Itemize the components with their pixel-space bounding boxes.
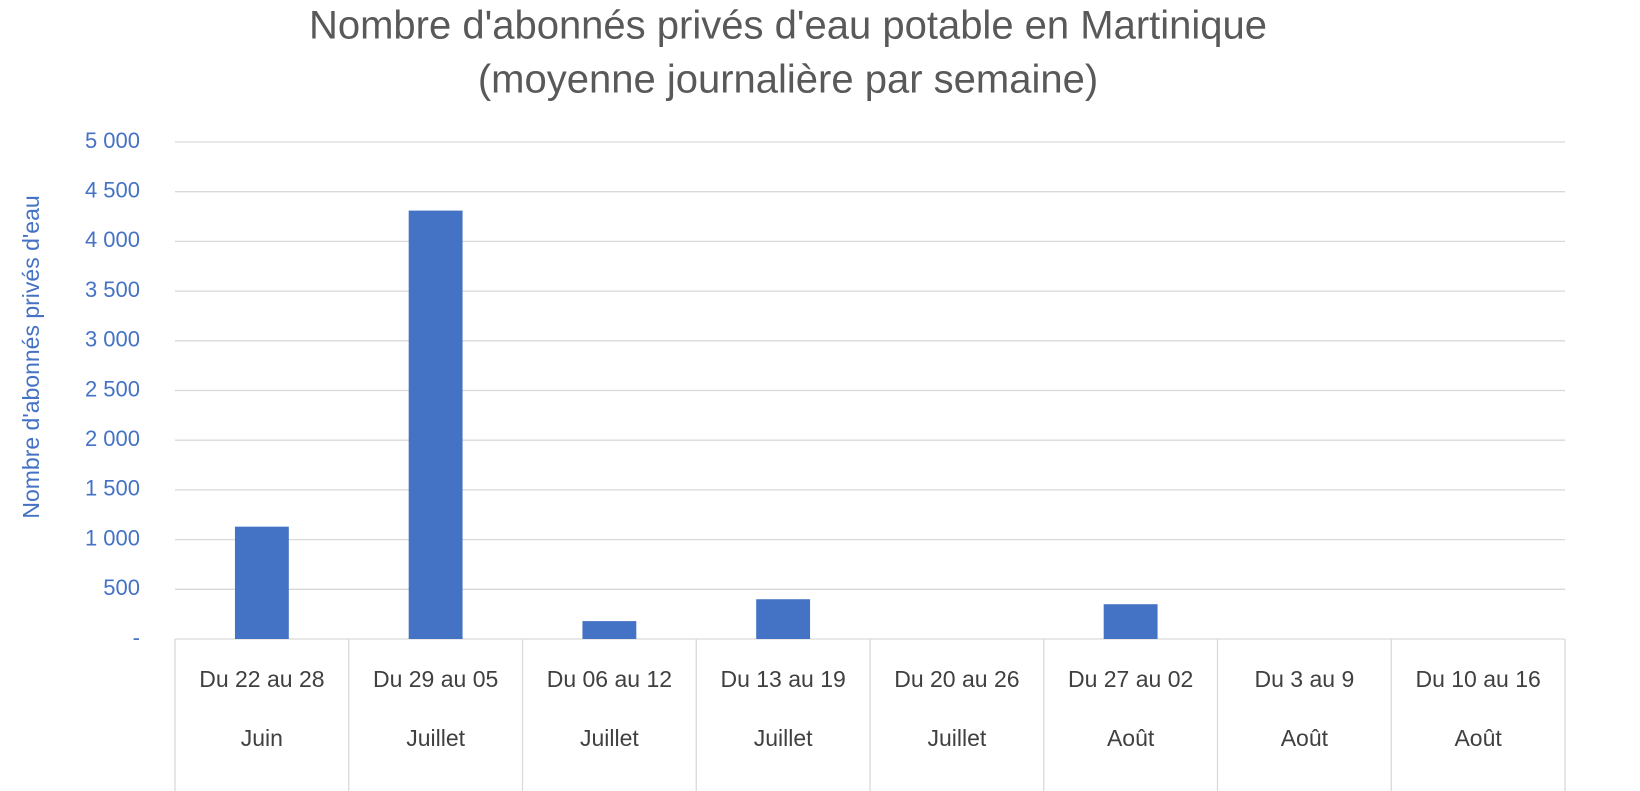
x-tick-label: Du 29 au 05 (373, 666, 498, 692)
bar (234, 526, 289, 639)
y-tick-label: 4 500 (85, 178, 140, 203)
y-tick-label: 2 500 (85, 376, 140, 401)
x-tick-label: Du 22 au 28 (199, 666, 324, 692)
y-tick-label: 2 000 (85, 426, 140, 451)
x-tick-label: Du 10 au 16 (1415, 666, 1540, 692)
y-tick-label: 500 (103, 575, 140, 600)
x-tick-label: Du 06 au 12 (547, 666, 672, 692)
bar (1103, 604, 1158, 639)
x-group-label: Août (1281, 725, 1329, 751)
x-tick-label: Du 20 au 26 (894, 666, 1019, 692)
x-group-label: Juillet (580, 725, 639, 751)
x-group-label: Juillet (406, 725, 465, 751)
x-group-label: Juillet (754, 725, 813, 751)
x-tick-label: Du 13 au 19 (720, 666, 845, 692)
y-tick-label: 3 500 (85, 277, 140, 302)
bar (408, 210, 463, 639)
x-group-label: Juillet (927, 725, 986, 751)
y-tick-label: 4 000 (85, 227, 140, 252)
x-tick-label: Du 27 au 02 (1068, 666, 1193, 692)
x-group-label: Juin (241, 725, 283, 751)
x-tick-label: Du 3 au 9 (1255, 666, 1355, 692)
x-group-label: Août (1107, 725, 1155, 751)
y-axis-label: Nombre d'abonnés privés d'eau (18, 195, 44, 518)
chart-title: Nombre d'abonnés privés d'eau potable en… (309, 4, 1267, 48)
bar (756, 599, 811, 639)
chart-subtitle: (moyenne journalière par semaine) (478, 58, 1098, 102)
y-tick-label: 3 000 (85, 327, 140, 352)
y-tick-label: - (133, 625, 140, 650)
bar (582, 621, 637, 639)
x-group-label: Août (1454, 725, 1502, 751)
y-tick-label: 1 500 (85, 476, 140, 501)
y-tick-label: 5 000 (85, 128, 140, 153)
y-tick-label: 1 000 (85, 525, 140, 550)
